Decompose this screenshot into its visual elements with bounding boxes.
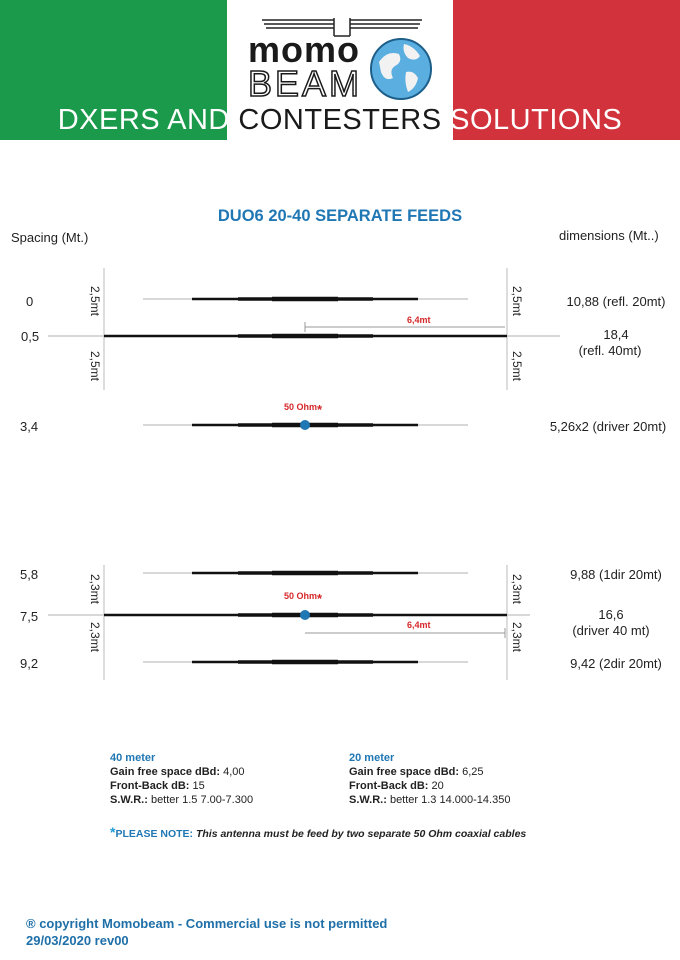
spacing-annotation-top-right-2: 2,5mt [510, 351, 524, 382]
dimension-0: 10,88 (refl. 20mt) [566, 294, 666, 309]
revision-date: 29/03/2020 rev00 [26, 933, 129, 948]
slogan-right: SOLUTIONS [441, 104, 623, 136]
specs-40-gain: 4,00 [220, 766, 245, 778]
spacing-annotation-bottom-left-2: 2,3mt [88, 622, 102, 653]
spacing-4: 7,5 [20, 609, 39, 624]
spacing-annotation-top-right-1: 2,5mt [510, 286, 524, 317]
half-length-label-bottom: 6,4mt [407, 620, 431, 630]
element-driver-40 [48, 610, 530, 620]
brand-bottom: BEAM [247, 63, 363, 104]
feedpoint-dot [300, 420, 310, 430]
half-length-label-top: 6,4mt [407, 315, 431, 325]
spacing-1: 0,5 [21, 329, 40, 344]
flag-green-band [0, 0, 227, 140]
logo-wings-icon [262, 18, 432, 100]
dimension-2: 5,26x2 (driver 20mt) [549, 419, 667, 434]
feed-label-40: 50 Ohm* [284, 591, 322, 606]
feed-text: 50 Ohm [284, 402, 318, 412]
spacing-annotation-bottom-right-1: 2,3mt [510, 574, 524, 605]
spacing-annotation-bottom-right-2: 2,3mt [510, 622, 524, 653]
specs-20-gain: 6,25 [459, 766, 484, 778]
page-title: DUO6 20-40 SEPARATE FEEDS [217, 207, 463, 225]
dimensions-header: dimensions (Mt..) [559, 228, 659, 243]
spacing-annotation-top-left-2: 2,5mt [88, 351, 102, 382]
feed-asterisk: * [317, 402, 323, 417]
spacing-3: 5,8 [20, 567, 39, 582]
specs-20-meter: 20 meter Gain free space dBd: 6,25 Front… [349, 751, 510, 807]
specs-20-fb: 20 [428, 780, 444, 792]
antenna-diagram [48, 268, 560, 680]
specs-40-meter: 40 meter Gain free space dBd: 4,00 Front… [110, 751, 253, 807]
specs-20-swr-label: S.W.R.: [349, 794, 387, 806]
specs-40-fb-label: Front-Back dB: [110, 780, 190, 792]
specs-20-gain-label: Gain free space dBd: [349, 766, 460, 778]
spacing-2: 3,4 [20, 419, 39, 434]
spacing-annotation-bottom-left-1: 2,3mt [88, 574, 102, 605]
spacing-header: Spacing (Mt.) [11, 230, 89, 245]
slogan-left: DXERS AND [57, 104, 239, 136]
dimension-1: 18,4 [603, 327, 629, 342]
specs-20-heading: 20 meter [349, 752, 395, 764]
element-driver-20 [143, 420, 468, 430]
brand-logo: momo BEAM [246, 14, 436, 104]
dimension-3: 9,88 (1dir 20mt) [570, 567, 662, 582]
spacing-0: 0 [26, 294, 34, 309]
dimension-5: 9,42 (2dir 20mt) [570, 656, 662, 671]
feed-asterisk: * [317, 591, 323, 606]
feedpoint-dot [300, 610, 310, 620]
note-label: PLEASE NOTE: [115, 828, 194, 840]
slogan: DXERS AND CONTESTERS SOLUTIONS [0, 104, 680, 137]
spacing-annotation-top-left-1: 2,5mt [88, 286, 102, 317]
specs-20-swr: better 1.3 14.000-14.350 [386, 794, 511, 806]
specs-40-fb: 15 [189, 780, 205, 792]
specs-20-fb-label: Front-Back dB: [349, 780, 429, 792]
spacing-5: 9,2 [20, 656, 39, 671]
copyright: ® copyright Momobeam - Commercial use is… [26, 916, 388, 931]
please-note: *PLEASE NOTE: This antenna must be feed … [110, 824, 526, 840]
specs-40-gain-label: Gain free space dBd: [110, 766, 221, 778]
specs-40-swr-label: S.W.R.: [110, 794, 148, 806]
specs-40-heading: 40 meter [110, 752, 156, 764]
note-asterisk: * [110, 824, 116, 840]
flag-red-band [453, 0, 680, 140]
feed-label-20: 50 Ohm* [284, 402, 322, 417]
dimension-4: 16,6 [598, 607, 624, 622]
dimension-4-note: (driver 40 mt) [572, 623, 650, 638]
dimension-1-note: (refl. 40mt) [578, 343, 642, 358]
specs-40-swr: better 1.5 7.00-7.300 [147, 794, 254, 806]
note-text: This antenna must be feed by two separat… [193, 828, 527, 840]
half-length-marker-bottom [305, 628, 506, 638]
half-length-marker-top [304, 322, 505, 332]
feed-text: 50 Ohm [284, 591, 318, 601]
brand-top: momo [248, 29, 360, 70]
slogan-mid: CONTESTERS [238, 104, 442, 136]
